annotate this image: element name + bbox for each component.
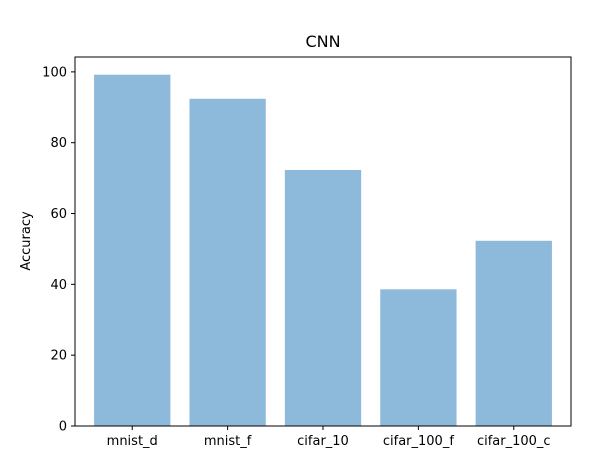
x-tick-label: mnist_d bbox=[107, 434, 158, 449]
x-tick-label: cifar_100_c bbox=[477, 434, 551, 449]
y-tick-label: 80 bbox=[50, 136, 67, 151]
y-tick-label: 20 bbox=[50, 349, 67, 364]
bar-mnist_d bbox=[94, 74, 171, 427]
bar-cifar_10 bbox=[284, 169, 362, 426]
y-axis-label: Accuracy bbox=[19, 211, 34, 271]
bar-cifar_100_f bbox=[380, 289, 457, 426]
x-tick-label: cifar_10 bbox=[297, 434, 349, 449]
y-tick-label: 0 bbox=[59, 420, 67, 435]
chart-title: CNN bbox=[305, 32, 340, 51]
x-axis: mnist_d mnist_f cifar_10 cifar_100_f cifar_1… bbox=[107, 426, 551, 449]
y-axis: 0 20 40 60 80 100 bbox=[42, 65, 75, 435]
x-tick-label: mnist_f bbox=[204, 434, 252, 449]
plot-frame bbox=[74, 56, 572, 427]
bar-cifar_100_c bbox=[475, 240, 552, 426]
y-tick-label: 60 bbox=[50, 207, 67, 222]
y-tick-label: 40 bbox=[50, 278, 67, 293]
y-tick-label: 100 bbox=[42, 65, 67, 80]
bars-group bbox=[94, 74, 552, 427]
x-tick-label: cifar_100_f bbox=[383, 434, 454, 449]
bar-mnist_f bbox=[189, 98, 266, 426]
